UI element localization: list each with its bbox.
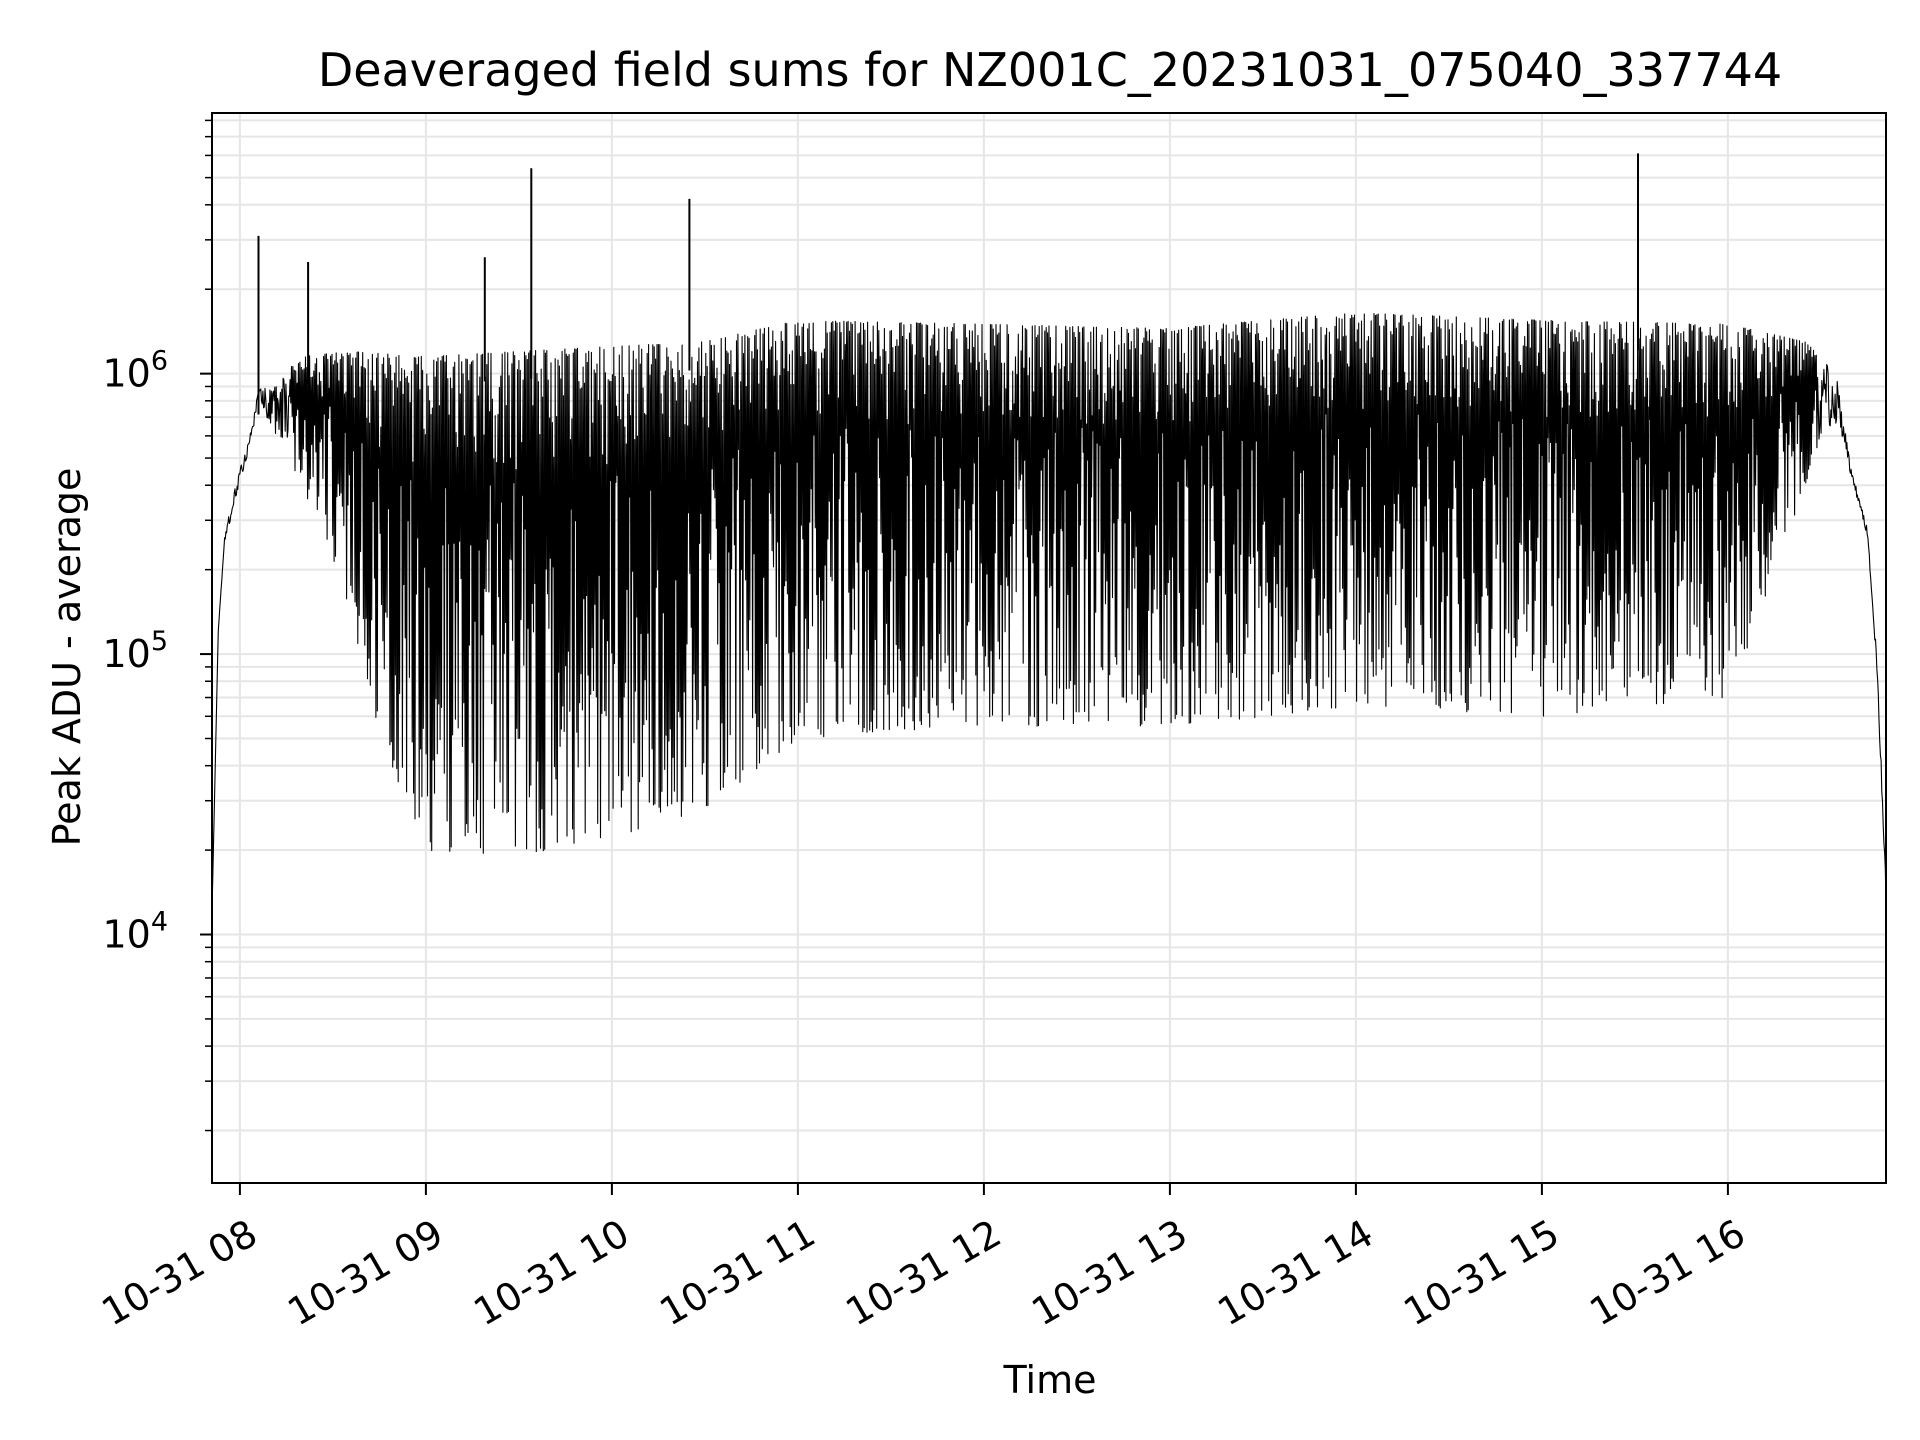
x-tick-label: 10-31 10 [466, 1211, 636, 1335]
y-tick-label: 105 [102, 626, 168, 676]
x-tick-label: 10-31 12 [838, 1211, 1008, 1335]
y-tick-exponent: 5 [151, 626, 168, 657]
plot-frame [211, 112, 1887, 1184]
x-tick-label: 10-31 09 [280, 1211, 450, 1335]
y-tick-base: 10 [102, 913, 150, 957]
y-tick-base: 10 [102, 352, 150, 396]
chart-title: Deaveraged field sums for NZ001C_2023103… [318, 43, 1782, 97]
x-axis-label: Time [1003, 1358, 1097, 1402]
x-tick-label: 10-31 13 [1024, 1211, 1194, 1335]
y-tick-base: 10 [102, 632, 150, 676]
data-line [211, 312, 1887, 913]
y-tick-exponent: 6 [151, 346, 168, 377]
x-tick-label: 10-31 11 [652, 1211, 822, 1335]
y-tick-exponent: 4 [151, 907, 168, 938]
x-tick-label: 10-31 15 [1396, 1211, 1566, 1335]
y-tick-label: 104 [102, 907, 168, 957]
x-tick-label: 10-31 16 [1582, 1211, 1752, 1335]
y-tick-label: 106 [102, 346, 168, 396]
x-tick-label: 10-31 08 [94, 1211, 264, 1335]
x-tick-label: 10-31 14 [1210, 1211, 1380, 1335]
y-axis-label: Peak ADU - average [45, 468, 89, 847]
data-series [211, 153, 1887, 913]
